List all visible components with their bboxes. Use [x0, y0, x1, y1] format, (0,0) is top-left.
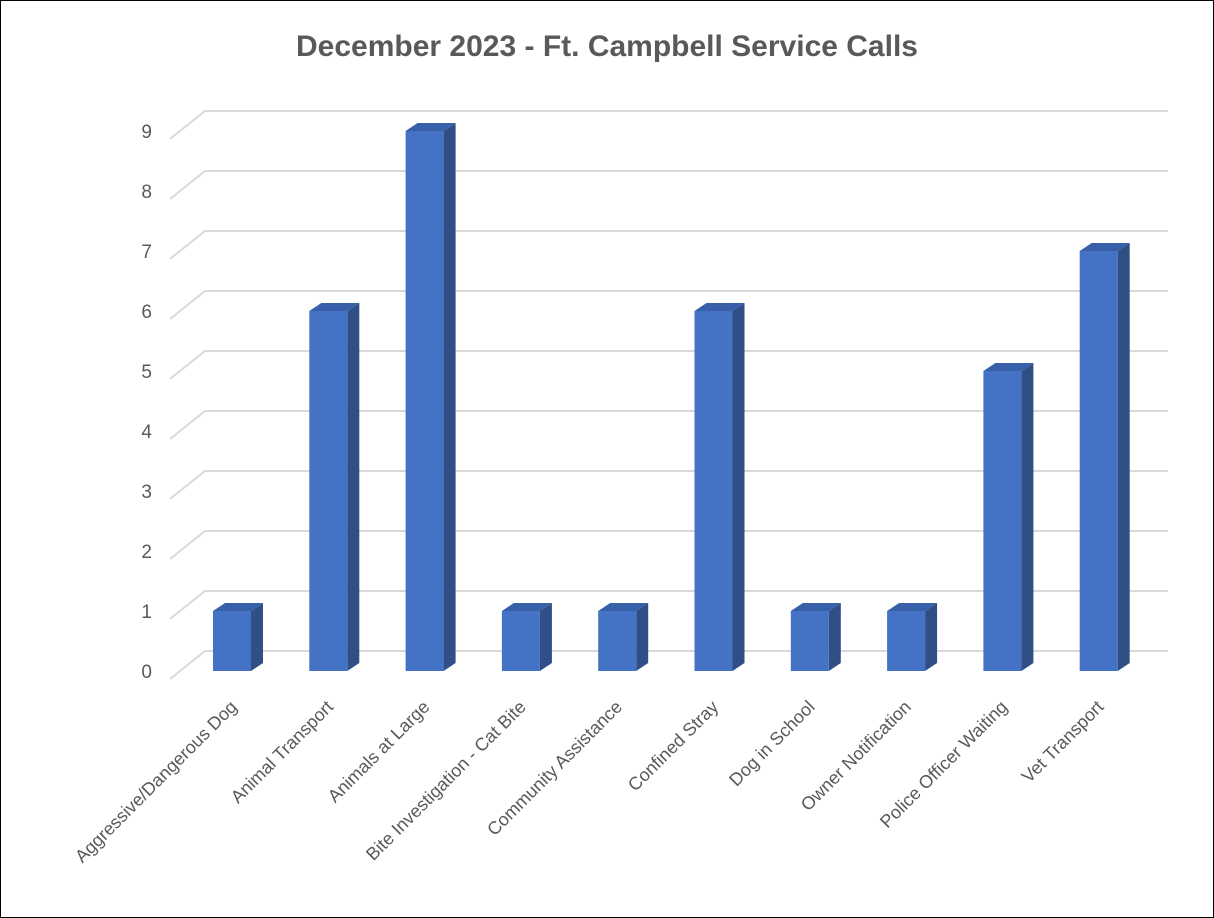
- bar-front: [501, 611, 540, 671]
- y-tick-label: 4: [141, 422, 152, 443]
- chart-title: December 2023 - Ft. Campbell Service Cal…: [296, 30, 918, 63]
- y-tick-label: 8: [141, 182, 152, 203]
- bar-top: [887, 603, 938, 611]
- y-tick-label: 5: [141, 362, 152, 383]
- bar-front: [309, 311, 348, 671]
- bar-front: [598, 611, 637, 671]
- gridlines: [169, 110, 1168, 680]
- gridline: [169, 110, 1168, 140]
- x-category-label: Confined Stray: [624, 697, 722, 795]
- x-category-label: Animal Transport: [227, 697, 337, 807]
- bar-side: [828, 603, 841, 671]
- bar: [790, 603, 841, 671]
- bars: [213, 123, 1130, 671]
- gridline: [169, 290, 1168, 320]
- bar-top: [501, 603, 552, 611]
- gridline: [169, 470, 1168, 500]
- bar-front: [694, 311, 733, 671]
- bar-front: [887, 611, 926, 671]
- gridline: [169, 170, 1168, 200]
- bar: [1079, 243, 1130, 671]
- x-category-label: Aggressive/Dangerous Dog: [71, 697, 241, 867]
- bar-side: [636, 603, 649, 671]
- bar-side: [1021, 363, 1034, 671]
- bar: [501, 603, 552, 671]
- x-category-label: Bite Investigation - Cat Bite: [362, 697, 530, 865]
- bar-front: [1079, 251, 1118, 671]
- x-category-label: Animals at Large: [324, 697, 434, 807]
- bar-front: [405, 131, 444, 671]
- bar: [694, 303, 745, 671]
- gridline: [169, 230, 1168, 260]
- bar-side: [732, 303, 745, 671]
- y-tick-label: 7: [141, 242, 152, 263]
- bar-side: [1117, 243, 1130, 671]
- bar-front: [983, 371, 1022, 671]
- bar-front: [213, 611, 251, 671]
- y-tick-label: 6: [141, 302, 152, 323]
- bar-front: [790, 611, 829, 671]
- bar-top: [598, 603, 649, 611]
- gridline: [169, 350, 1168, 380]
- bar-top: [694, 303, 745, 311]
- gridline: [169, 590, 1168, 620]
- bar: [405, 123, 456, 671]
- x-category-label: Vet Transport: [1018, 697, 1108, 787]
- bar-top: [405, 123, 456, 131]
- y-tick-label: 3: [141, 482, 152, 503]
- bar: [983, 363, 1034, 671]
- y-tick-label: 1: [141, 602, 152, 623]
- bar-side: [539, 603, 552, 671]
- bar-top: [213, 603, 263, 611]
- bar: [598, 603, 649, 671]
- bar-top: [1079, 243, 1130, 251]
- bar-side: [443, 123, 456, 671]
- bar-top: [309, 303, 360, 311]
- y-tick-label: 9: [141, 122, 152, 143]
- bar-side: [251, 603, 263, 671]
- bar: [887, 603, 938, 671]
- bar-top: [790, 603, 841, 611]
- bar-side: [347, 303, 360, 671]
- bar: [213, 603, 263, 671]
- gridline: [169, 410, 1168, 440]
- y-axis: 0 1 2 3 4 5 6 7 8 9: [141, 122, 152, 683]
- y-tick-label: 0: [141, 662, 152, 683]
- bar: [309, 303, 360, 671]
- gridline: [169, 530, 1168, 560]
- gridline: [169, 650, 1168, 680]
- y-tick-label: 2: [141, 542, 152, 563]
- bar-top: [983, 363, 1034, 371]
- x-category-label: Dog in School: [725, 697, 818, 790]
- bar-side: [925, 603, 938, 671]
